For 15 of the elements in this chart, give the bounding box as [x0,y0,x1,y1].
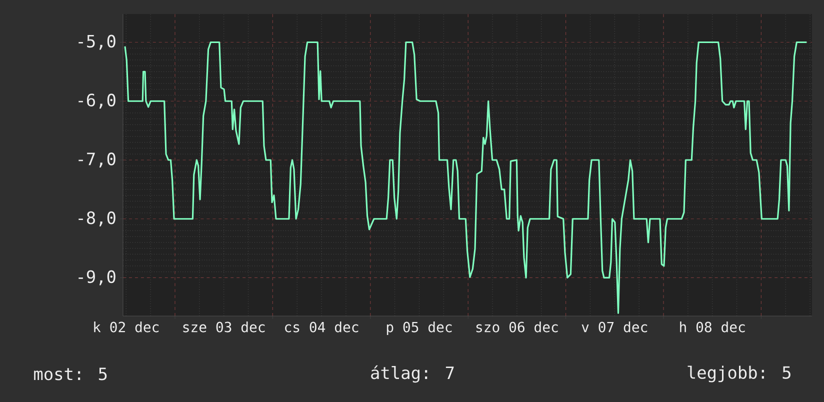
text: most: 5 [34,368,107,380]
text: legjobb: 5 [688,366,790,382]
x-tick-label: k 02 dec [94,322,159,332]
x-tick-label: p 05 dec [386,322,452,336]
text: átlag: 7 [371,365,454,383]
y-tick-label: -6,0 [78,94,116,109]
y-tick-label: -5,0 [78,34,116,50]
x-tick-label: v 07 dec [582,322,648,332]
y-tick-label: -7,0 [78,152,116,168]
x-tick-label: sze 03 dec [183,322,265,332]
y-tick-label: -8,0 [78,211,116,226]
x-tick-label: h 08 dec [680,322,745,332]
x-tick-label: cs 04 dec [285,322,358,332]
x-tick-label: szo 06 dec [476,322,558,332]
y-tick-label: -9,0 [78,270,116,286]
